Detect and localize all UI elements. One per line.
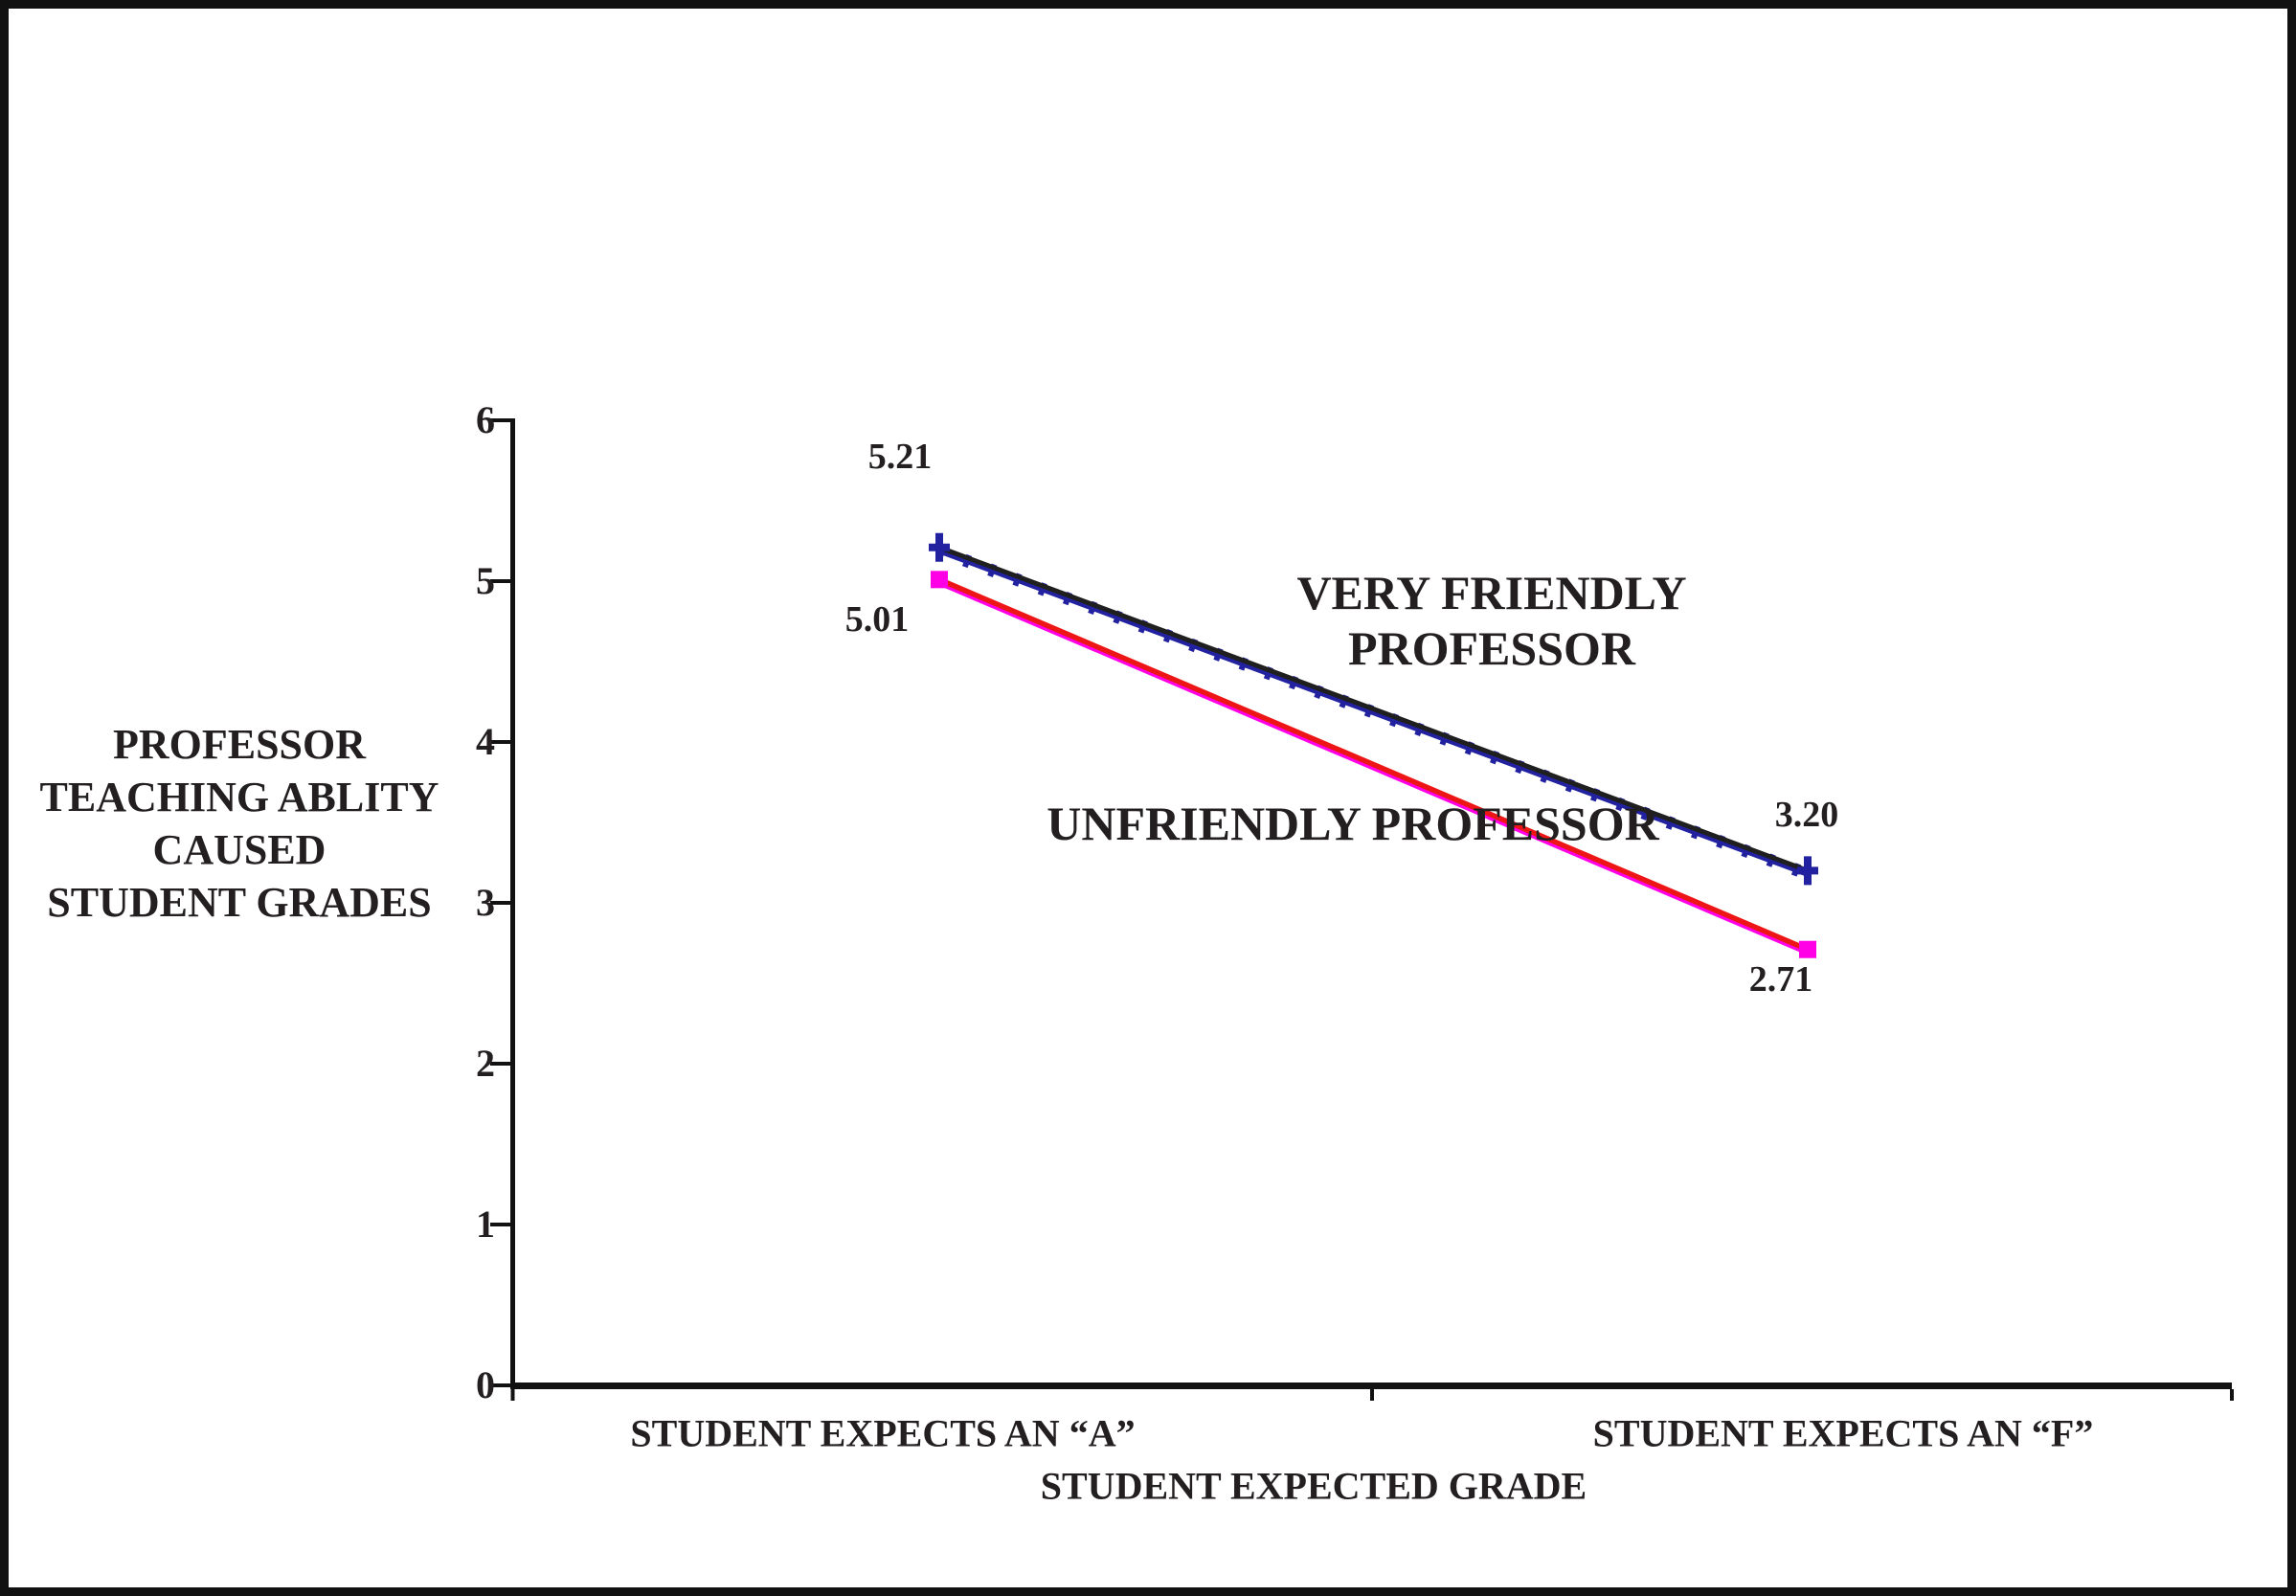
value-label-unfriendly-at-a: 5.01 (844, 599, 910, 640)
y-tick-label-2: 2 (476, 1042, 495, 1085)
very-friendly-plus-marker (1797, 856, 1818, 886)
y-axis-label-line-1: PROFESSOR (112, 721, 367, 768)
y-axis-label-line-2: TEACHING ABLITY (39, 774, 439, 820)
y-axis-label-line-4: STUDENT GRADES (47, 879, 432, 926)
x-category-label-expects-f: STUDENT EXPECTS AN “F” (1592, 1411, 2094, 1455)
series-annotation-unfriendly: UNFRIENDLY PROFESSOR (1047, 797, 1659, 850)
y-tick-label-6: 6 (476, 398, 495, 441)
unfriendly-line (937, 576, 1810, 953)
value-label-very-friendly-at-f: 3.20 (1774, 795, 1839, 835)
y-tick-label-4: 4 (476, 720, 495, 763)
x-category-label-expects-a: STUDENT EXPECTS AN “A” (630, 1411, 1136, 1455)
very-friendly-plus-marker (929, 532, 950, 562)
unfriendly-square-marker (931, 571, 948, 589)
y-axis-label-line-3: CAUSED (152, 826, 326, 873)
y-tick-label-1: 1 (476, 1203, 495, 1246)
y-tick-label-0: 0 (476, 1363, 495, 1406)
y-tick-label-3: 3 (476, 881, 495, 924)
value-label-unfriendly-at-f: 2.71 (1748, 959, 1813, 1000)
very-friendly-line (938, 545, 1809, 873)
series-annotation-very-friendly-line-2: PROFESSOR (1347, 621, 1636, 675)
x-axis-title: STUDENT EXPECTED GRADE (1040, 1464, 1587, 1508)
y-tick-label-5: 5 (476, 559, 495, 602)
y-axis-label: PROFESSOR TEACHING ABLITY CAUSED STUDENT… (40, 718, 439, 929)
value-label-very-friendly-at-a: 5.21 (867, 437, 933, 477)
unfriendly-square-marker (1799, 940, 1816, 958)
series-annotation-very-friendly: VERY FRIENDLY PROFESSOR (1296, 565, 1686, 676)
series-annotation-very-friendly-line-1: VERY FRIENDLY (1296, 566, 1687, 619)
